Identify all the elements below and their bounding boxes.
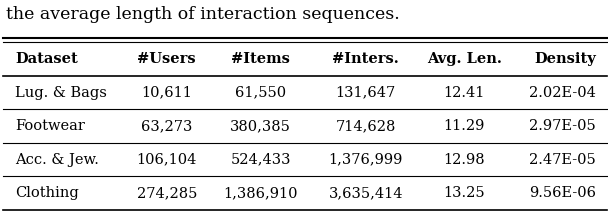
Text: 2.97E-05: 2.97E-05: [529, 119, 596, 133]
Text: 2.02E-04: 2.02E-04: [529, 86, 596, 100]
Text: 13.25: 13.25: [443, 186, 485, 200]
Text: 12.41: 12.41: [443, 86, 485, 100]
Text: Lug. & Bags: Lug. & Bags: [15, 86, 107, 100]
Text: 1,376,999: 1,376,999: [328, 153, 403, 167]
Text: #Users: #Users: [137, 52, 196, 66]
Text: #Items: #Items: [231, 52, 290, 66]
Text: 380,385: 380,385: [230, 119, 291, 133]
Text: Avg. Len.: Avg. Len.: [427, 52, 502, 66]
Text: 9.56E-06: 9.56E-06: [529, 186, 596, 200]
Text: Dataset: Dataset: [15, 52, 78, 66]
Text: Footwear: Footwear: [15, 119, 85, 133]
Text: 10,611: 10,611: [141, 86, 192, 100]
Text: 1,386,910: 1,386,910: [223, 186, 298, 200]
Text: 524,433: 524,433: [230, 153, 291, 167]
Text: 131,647: 131,647: [336, 86, 396, 100]
Text: Clothing: Clothing: [15, 186, 79, 200]
Text: Acc. & Jew.: Acc. & Jew.: [15, 153, 99, 167]
Text: 61,550: 61,550: [235, 86, 286, 100]
Text: 63,273: 63,273: [141, 119, 192, 133]
Text: 3,635,414: 3,635,414: [328, 186, 403, 200]
Text: 274,285: 274,285: [137, 186, 197, 200]
Text: 12.98: 12.98: [443, 153, 485, 167]
Text: 2.47E-05: 2.47E-05: [529, 153, 596, 167]
Text: 106,104: 106,104: [137, 153, 197, 167]
Text: Density: Density: [534, 52, 596, 66]
Text: 714,628: 714,628: [336, 119, 396, 133]
Text: the average length of interaction sequences.: the average length of interaction sequen…: [6, 6, 400, 23]
Text: #Inters.: #Inters.: [333, 52, 399, 66]
Text: 11.29: 11.29: [443, 119, 485, 133]
